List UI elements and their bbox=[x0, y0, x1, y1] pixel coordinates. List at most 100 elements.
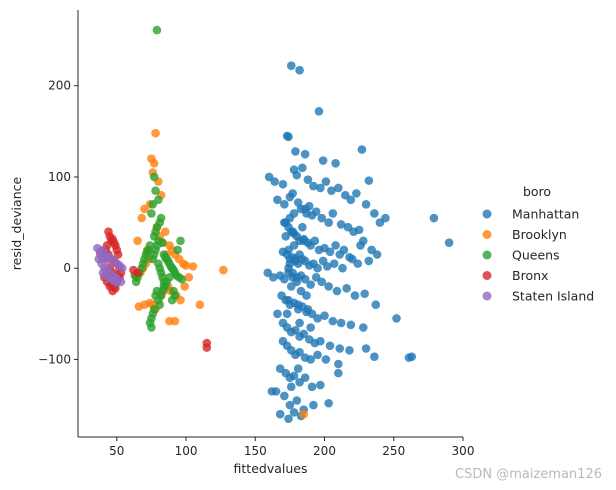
data-point bbox=[316, 336, 325, 346]
data-point bbox=[284, 132, 293, 142]
data-point bbox=[113, 250, 123, 259]
data-point bbox=[300, 274, 310, 284]
data-point bbox=[322, 262, 332, 271]
data-point bbox=[353, 259, 363, 268]
y-tick-label: 0 bbox=[63, 261, 71, 275]
data-point bbox=[309, 181, 318, 191]
data-point bbox=[292, 273, 302, 282]
legend-label: Staten Island bbox=[512, 289, 594, 304]
x-tick-label: 50 bbox=[109, 444, 124, 458]
data-point bbox=[295, 250, 304, 259]
data-point bbox=[306, 280, 315, 289]
data-point bbox=[295, 318, 304, 328]
data-point bbox=[151, 186, 160, 195]
y-tick-label: −100 bbox=[38, 352, 71, 366]
data-point bbox=[313, 314, 322, 323]
data-point bbox=[288, 227, 297, 237]
data-point bbox=[169, 286, 178, 296]
watermark: CSDN @maizeman126 bbox=[455, 467, 602, 482]
data-point bbox=[313, 263, 322, 273]
legend-marker bbox=[482, 250, 492, 260]
data-point bbox=[133, 236, 142, 246]
data-point bbox=[307, 382, 317, 392]
data-point bbox=[338, 263, 347, 273]
data-point bbox=[310, 236, 320, 246]
data-point bbox=[444, 238, 454, 247]
y-tick-label: 200 bbox=[48, 79, 71, 93]
data-point bbox=[288, 189, 297, 198]
data-point bbox=[332, 286, 342, 296]
data-point bbox=[327, 186, 336, 195]
data-point bbox=[202, 343, 212, 352]
data-point bbox=[372, 250, 382, 259]
data-point bbox=[306, 323, 315, 332]
data-point bbox=[334, 368, 343, 378]
data-point bbox=[293, 300, 303, 310]
legend-marker bbox=[482, 209, 492, 219]
data-point bbox=[370, 209, 379, 218]
data-point bbox=[299, 409, 309, 419]
data-point bbox=[104, 256, 113, 266]
x-tick-label: 250 bbox=[382, 444, 405, 458]
data-point bbox=[273, 309, 282, 319]
data-point bbox=[325, 247, 335, 257]
data-point bbox=[329, 259, 339, 268]
data-point bbox=[358, 323, 368, 332]
data-point bbox=[298, 222, 307, 232]
data-point bbox=[316, 380, 325, 390]
data-point bbox=[357, 145, 367, 154]
data-point bbox=[147, 209, 156, 218]
data-point bbox=[284, 295, 293, 305]
data-point bbox=[350, 291, 360, 300]
data-point bbox=[364, 256, 374, 266]
data-point bbox=[361, 344, 371, 353]
data-point bbox=[314, 106, 324, 116]
data-point bbox=[267, 387, 277, 396]
data-point bbox=[336, 220, 346, 229]
data-point bbox=[188, 262, 198, 271]
data-point bbox=[282, 309, 292, 319]
data-point bbox=[177, 274, 187, 284]
x-axis-label: fittedvalues bbox=[234, 461, 308, 476]
data-point bbox=[278, 179, 288, 189]
data-point bbox=[371, 300, 381, 310]
data-point bbox=[289, 408, 299, 417]
data-point bbox=[298, 163, 307, 173]
y-tick-label: 100 bbox=[48, 170, 71, 184]
data-point bbox=[334, 183, 343, 193]
series-manhattan bbox=[263, 61, 454, 424]
data-point bbox=[356, 241, 365, 250]
data-point bbox=[268, 273, 278, 282]
data-point bbox=[429, 213, 439, 223]
data-point bbox=[352, 189, 361, 198]
data-point bbox=[317, 277, 327, 287]
data-point bbox=[140, 204, 149, 214]
data-point bbox=[289, 371, 299, 381]
data-point bbox=[311, 207, 321, 216]
data-point bbox=[321, 177, 331, 186]
legend-marker bbox=[482, 271, 492, 280]
data-point bbox=[346, 320, 356, 330]
series-staten-island bbox=[93, 243, 127, 288]
data-point bbox=[219, 265, 228, 275]
data-point bbox=[313, 350, 322, 360]
data-point bbox=[317, 213, 327, 223]
data-point bbox=[295, 65, 304, 75]
data-point bbox=[151, 128, 160, 138]
data-point bbox=[345, 346, 354, 355]
data-point bbox=[331, 158, 340, 168]
data-point bbox=[392, 314, 401, 323]
data-point bbox=[334, 359, 343, 369]
data-point bbox=[303, 175, 313, 185]
data-point bbox=[336, 318, 346, 328]
data-point bbox=[302, 291, 311, 300]
data-point bbox=[286, 282, 296, 291]
data-point bbox=[364, 176, 374, 185]
data-point bbox=[324, 282, 333, 291]
data-point bbox=[286, 382, 296, 392]
data-point bbox=[291, 147, 300, 156]
data-point bbox=[285, 400, 295, 410]
data-point bbox=[280, 274, 289, 284]
data-point bbox=[299, 329, 309, 339]
data-point bbox=[148, 200, 158, 209]
